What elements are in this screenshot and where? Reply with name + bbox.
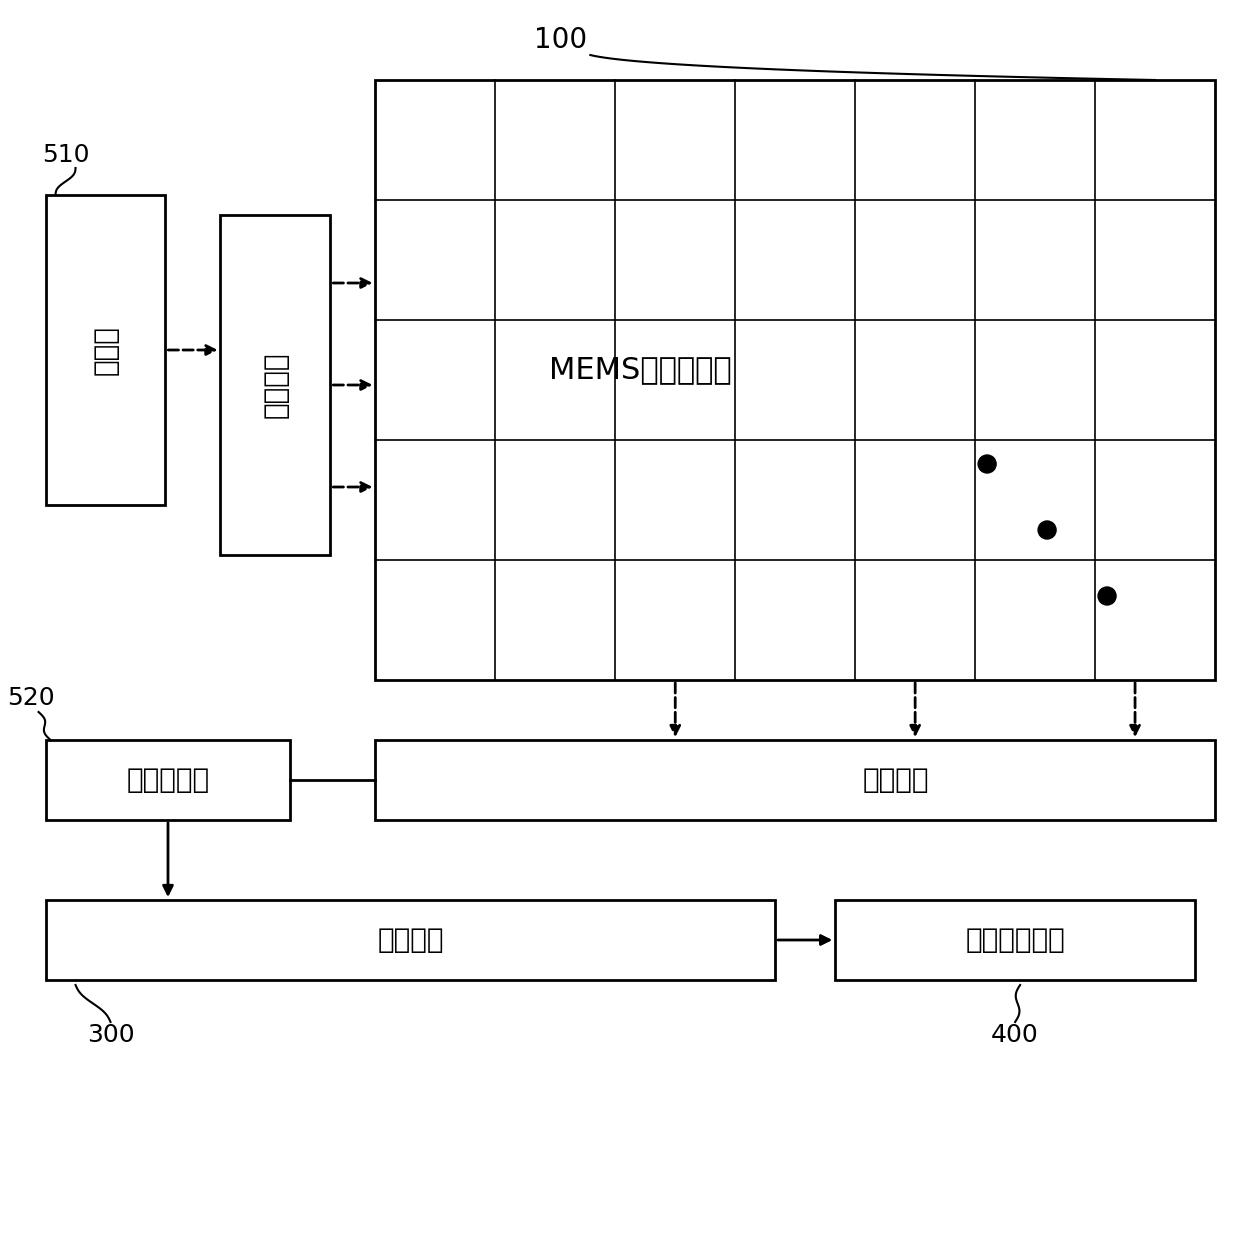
Bar [46, 901, 775, 980]
Text: 列选开关: 列选开关 [863, 766, 929, 794]
Circle shape [978, 455, 996, 473]
Text: 行选开关: 行选开关 [262, 351, 289, 418]
Text: 100: 100 [533, 26, 587, 54]
Text: 510: 510 [42, 143, 89, 167]
Text: 恒流源模块: 恒流源模块 [126, 766, 210, 794]
Bar [376, 740, 1215, 820]
Bar [46, 740, 290, 820]
Circle shape [1038, 521, 1056, 539]
Text: MEMS传感器阵列: MEMS传感器阵列 [549, 355, 732, 385]
Text: 300: 300 [87, 1023, 134, 1047]
Text: 400: 400 [991, 1023, 1039, 1047]
Circle shape [1099, 588, 1116, 605]
Bar [376, 80, 1215, 680]
Text: 数据处理单元: 数据处理单元 [965, 927, 1065, 954]
Text: 运算电路: 运算电路 [377, 927, 444, 954]
Bar [46, 195, 165, 505]
Bar [221, 215, 330, 555]
Bar [836, 901, 1195, 980]
Text: 电压源: 电压源 [92, 325, 119, 375]
Text: 520: 520 [6, 687, 55, 710]
